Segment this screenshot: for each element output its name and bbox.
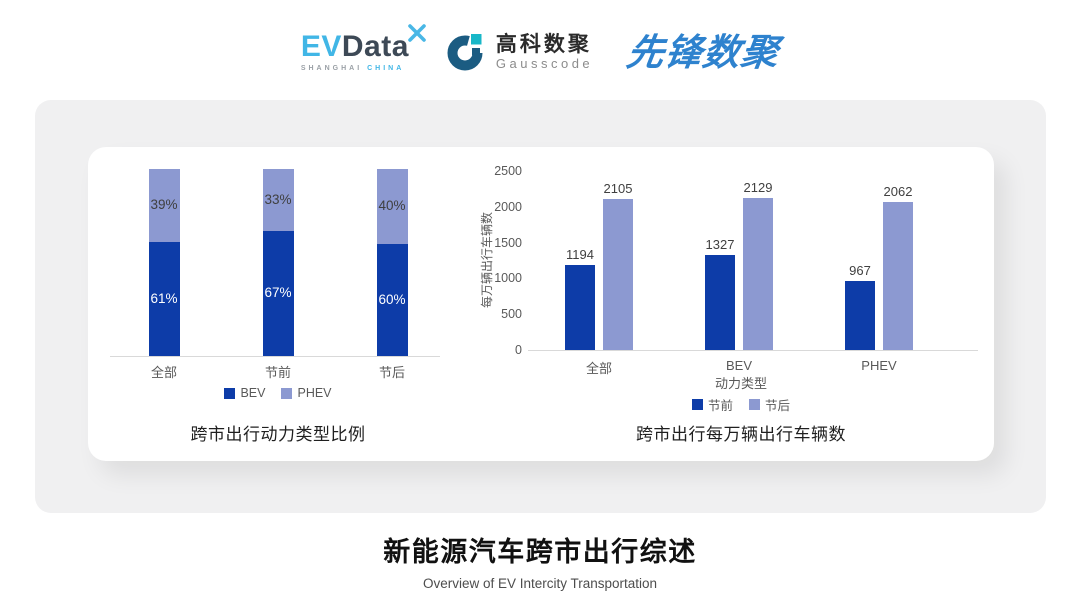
post-holiday-bar bbox=[743, 197, 773, 350]
xianfeng-shuju-logo: 先锋数聚 bbox=[624, 31, 783, 73]
evdata-data-text: Data bbox=[341, 30, 409, 63]
legend-label: 节后 bbox=[765, 399, 791, 413]
gausscode-en-text: Gausscode bbox=[495, 56, 594, 72]
post-holiday-bar bbox=[883, 202, 913, 350]
evdata-sub-shanghai: SHANGHAI bbox=[300, 65, 363, 72]
category-label: 节前 bbox=[264, 365, 291, 380]
y-tick-label: 2500 bbox=[494, 164, 522, 178]
bev-percent-label: 60% bbox=[378, 291, 406, 307]
legend-item: 节后 bbox=[749, 395, 790, 414]
bar-value-label: 967 bbox=[849, 262, 871, 278]
y-tick-label: 2000 bbox=[494, 199, 522, 214]
phev-percent-label: 33% bbox=[264, 191, 292, 207]
phev-bar-segment bbox=[148, 169, 180, 242]
category-label: 节后 bbox=[378, 365, 405, 380]
gausscode-cn-text: 高科数聚 bbox=[495, 32, 592, 56]
footer: 新能源汽车跨市出行综述 Overview of EV Intercity Tra… bbox=[0, 530, 1080, 591]
grouped-bar-chart: 每万辆出行车辆数 0 500 1000 1500 2000 2500 1194 1327 96… bbox=[480, 147, 994, 461]
post-holiday-bar bbox=[603, 199, 633, 350]
bev-bar-segment bbox=[148, 241, 180, 356]
legend-swatch bbox=[691, 399, 703, 410]
legend-item: 节前 bbox=[691, 395, 733, 414]
left-chart-title: 跨市出行动力类型比例 bbox=[190, 425, 366, 444]
pre-holiday-bar bbox=[565, 264, 595, 350]
y-tick-label: 1000 bbox=[494, 271, 522, 286]
category-label: 全部 bbox=[585, 361, 612, 376]
page-subtitle: Overview of EV Intercity Transportation bbox=[422, 576, 658, 591]
bar-value-label: 2129 bbox=[743, 179, 773, 195]
stacked-bar-chart: 39% 61% 33% 67% 40% 60% 全部 节前 节后 BEV PHEV 跨市出行动力… bbox=[88, 147, 488, 461]
bar-value-label: 2062 bbox=[883, 184, 913, 200]
y-tick-label: 500 bbox=[501, 307, 522, 322]
gausscode-icon bbox=[447, 34, 483, 71]
page-title: 新能源汽车跨市出行综述 bbox=[383, 537, 697, 567]
legend-label: PHEV bbox=[297, 386, 332, 400]
bar-value-label: 1327 bbox=[705, 236, 735, 252]
phev-percent-label: 40% bbox=[378, 198, 406, 214]
bar-value-label: 1194 bbox=[566, 246, 594, 262]
legend-item: BEV bbox=[224, 386, 265, 400]
bev-percent-label: 61% bbox=[150, 290, 178, 306]
phev-percent-label: 39% bbox=[150, 197, 178, 213]
pre-holiday-bar bbox=[705, 254, 735, 350]
category-label: 全部 bbox=[150, 365, 177, 380]
bev-percent-label: 67% bbox=[264, 285, 292, 301]
legend-swatch bbox=[224, 387, 236, 399]
right-chart-title: 跨市出行每万辆出行车辆数 bbox=[636, 425, 846, 444]
evdata-sub-china: CHINA bbox=[367, 65, 405, 72]
phev-bar-segment bbox=[262, 169, 294, 231]
charts-card: 39% 61% 33% 67% 40% 60% 全部 节前 节后 BEV PHEV 跨市出行动力… bbox=[88, 147, 994, 461]
gausscode-logo: 高科数聚 Gausscode bbox=[443, 30, 593, 74]
legend-swatch bbox=[281, 387, 293, 399]
legend-swatch bbox=[749, 399, 760, 410]
legend-label: BEV bbox=[240, 386, 266, 400]
y-tick-label: 1500 bbox=[494, 235, 522, 250]
bev-bar-segment bbox=[262, 230, 294, 356]
pre-holiday-bar bbox=[845, 280, 875, 350]
charts-panel: 39% 61% 33% 67% 40% 60% 全部 节前 节后 BEV PHEV 跨市出行动力… bbox=[35, 100, 1046, 513]
left-x-axis-line bbox=[110, 356, 440, 357]
bar-value-label: 2105 bbox=[603, 181, 633, 197]
legend-item: PHEV bbox=[281, 386, 332, 400]
category-label: PHEV bbox=[861, 358, 897, 373]
evdata-ev-text: EV bbox=[300, 30, 342, 63]
header-logos: EVData SHANGHAI CHINA 高科数聚 Gausscode 先锋数… bbox=[0, 20, 1080, 84]
y-tick-label: 0 bbox=[515, 343, 522, 357]
right-legend: 节前 节后 bbox=[488, 395, 994, 414]
legend-label: 节前 bbox=[707, 399, 733, 413]
phev-bar-segment bbox=[376, 169, 408, 244]
right-x-axis-label: 动力类型 bbox=[714, 376, 767, 391]
bev-bar-segment bbox=[376, 243, 408, 356]
right-x-axis-line bbox=[528, 350, 978, 351]
evdata-logo: EVData SHANGHAI CHINA bbox=[300, 24, 426, 72]
left-legend: BEV PHEV bbox=[88, 386, 468, 400]
evdata-star-icon bbox=[408, 24, 426, 42]
category-label: BEV bbox=[725, 358, 752, 373]
